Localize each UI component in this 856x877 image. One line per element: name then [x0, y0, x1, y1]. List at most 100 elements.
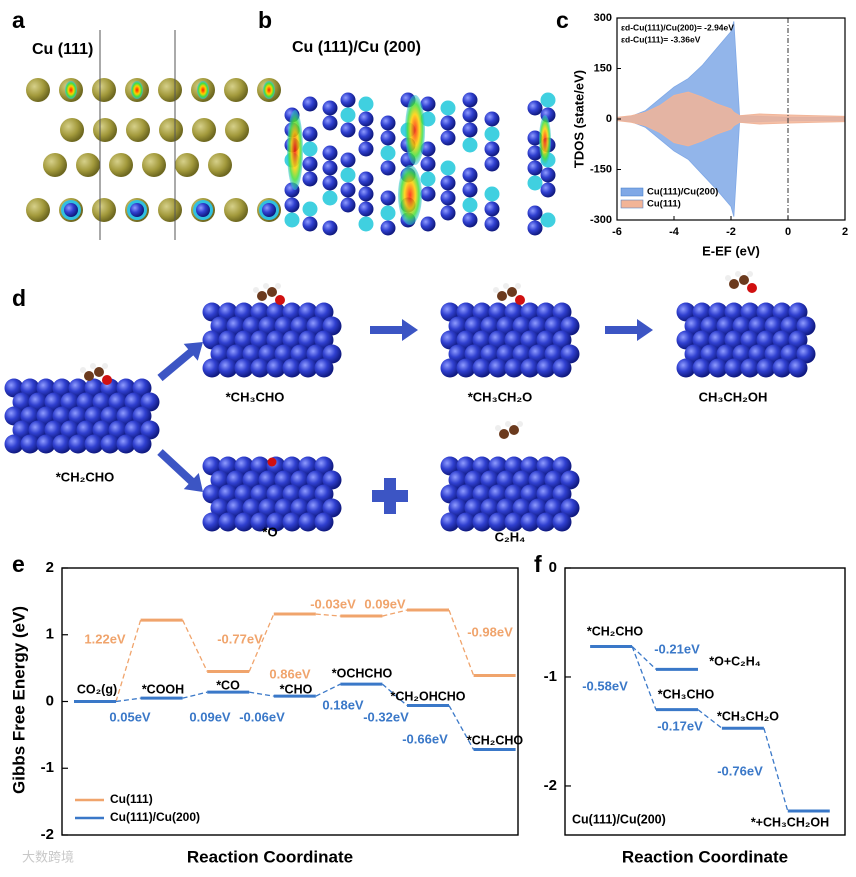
atom — [116, 434, 136, 454]
atom — [756, 358, 776, 378]
atom — [322, 344, 342, 364]
atom — [250, 330, 270, 350]
atom — [302, 156, 318, 172]
atom — [440, 484, 460, 504]
atom — [464, 344, 484, 364]
atom — [322, 316, 342, 336]
atom — [552, 484, 572, 504]
watermark: 大数跨境 — [22, 849, 74, 864]
atom — [302, 96, 318, 112]
atom — [210, 344, 230, 364]
annotation: εd-Cu(111)/Cu(200)= -2.94eV — [621, 22, 734, 32]
atom — [488, 512, 508, 532]
atom — [202, 302, 222, 322]
species-label: C₂H₄ — [495, 529, 526, 544]
atom — [520, 302, 540, 322]
atom — [440, 512, 460, 532]
atom — [420, 96, 436, 112]
y-tick-label: -1 — [544, 668, 557, 685]
x-axis-label: Reaction Coordinate — [622, 847, 788, 866]
atom — [796, 316, 816, 336]
atom — [462, 92, 478, 108]
arrow — [605, 319, 653, 341]
y-tick-label: -2 — [41, 826, 54, 843]
legend-swatch — [620, 187, 644, 197]
atom — [780, 316, 800, 336]
step-label: 1.22eV — [84, 631, 126, 646]
atom — [456, 330, 476, 350]
atom — [284, 197, 300, 213]
atom — [739, 275, 749, 285]
atom — [158, 198, 182, 222]
atom — [509, 425, 519, 435]
atom — [250, 358, 270, 378]
atom — [480, 498, 500, 518]
atom — [440, 330, 460, 350]
atom — [322, 145, 338, 161]
atom — [302, 126, 318, 142]
atom — [520, 484, 540, 504]
atom — [84, 406, 104, 426]
atom — [692, 330, 712, 350]
atom — [440, 302, 460, 322]
atom — [464, 470, 484, 490]
atom — [780, 344, 800, 364]
species-label: *CH₃CH₂O — [468, 389, 533, 404]
annotation: εd-Cu(111)= -3.36eV — [621, 34, 701, 44]
atom — [314, 302, 334, 322]
species-label: *CH₂CHO — [56, 469, 115, 484]
atom — [788, 330, 808, 350]
atom — [692, 302, 712, 322]
atom — [540, 182, 556, 198]
atom — [528, 316, 548, 336]
atom — [552, 456, 572, 476]
atom — [314, 484, 334, 504]
charge-spot — [405, 95, 425, 165]
atom — [242, 498, 262, 518]
atom — [262, 203, 276, 217]
atom — [527, 145, 543, 161]
atom — [462, 212, 478, 228]
atom — [708, 330, 728, 350]
atom — [218, 302, 238, 322]
atom — [504, 358, 524, 378]
step-label: 0.09eV — [189, 709, 231, 724]
atom — [28, 392, 48, 412]
state-label: *O+C₂H₄ — [709, 654, 760, 668]
atom — [68, 406, 88, 426]
atom — [84, 434, 104, 454]
atom — [43, 153, 67, 177]
state-label: *CO — [216, 678, 240, 692]
connector — [381, 683, 408, 706]
atom — [234, 512, 254, 532]
charts: -300 -150 0 150 300 -6 -4 -2 0 2 E-EF (eV) TDOS (st… — [9, 12, 848, 867]
structure-title: Cu (111)/Cu (200) — [292, 39, 421, 56]
atom — [552, 330, 572, 350]
atom — [493, 287, 499, 293]
atom — [306, 498, 326, 518]
y-tick-label: -2 — [544, 777, 557, 794]
atom — [440, 175, 456, 191]
atom — [175, 153, 199, 177]
connector — [448, 609, 475, 676]
y-tick-label: 0 — [606, 113, 612, 125]
atom — [242, 470, 262, 490]
atom — [747, 271, 753, 277]
step-label: -0.17eV — [657, 718, 703, 733]
atom — [536, 456, 556, 476]
x-tick-label: 0 — [785, 226, 791, 238]
atom — [772, 302, 792, 322]
atom — [440, 456, 460, 476]
atom — [218, 330, 238, 350]
atom — [257, 291, 267, 301]
atom — [12, 420, 32, 440]
y-axis-label: Gibbs Free Energy (eV) — [9, 606, 28, 794]
atom — [380, 130, 396, 146]
atom — [340, 92, 356, 108]
atom — [724, 302, 744, 322]
atom — [226, 498, 246, 518]
species-label: *O — [262, 524, 277, 539]
connector — [631, 646, 657, 710]
atom — [340, 167, 356, 183]
species-label: *CH₃CHO — [226, 389, 285, 404]
